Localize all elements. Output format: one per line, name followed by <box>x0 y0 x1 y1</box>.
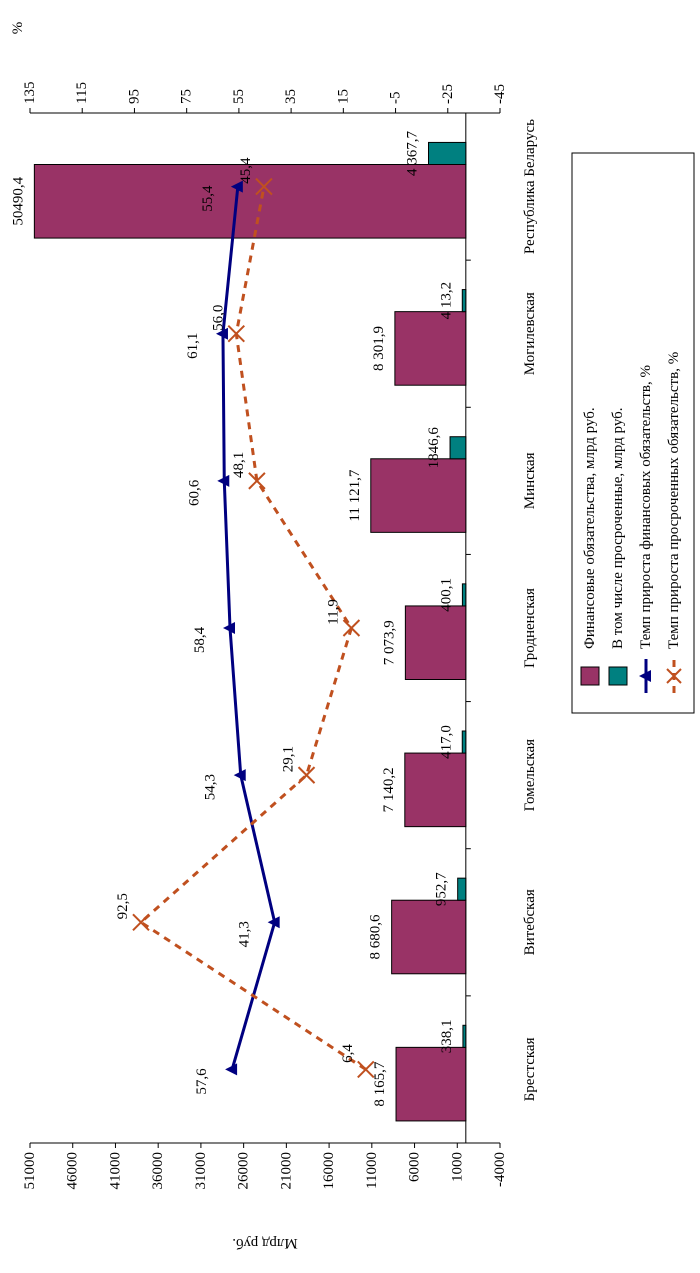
y-tick-label: 6000 <box>407 1152 423 1182</box>
line-value-label: 6,4 <box>340 1044 356 1063</box>
marker <box>255 177 273 196</box>
line-value-label: 55,4 <box>200 185 216 212</box>
line-value-label: 57,6 <box>194 1068 210 1095</box>
bar-value-label: 8 680,6 <box>368 914 384 960</box>
line-value-label: 48,1 <box>231 452 247 478</box>
y2-tick-label: 55 <box>231 89 247 104</box>
bar <box>33 163 467 239</box>
y2-tick-label: 15 <box>335 89 351 104</box>
legend-marker <box>666 668 682 684</box>
y-tick-label: 41000 <box>107 1152 123 1190</box>
line-value-label: 61,1 <box>185 333 201 359</box>
marker <box>248 472 266 490</box>
bar <box>370 458 467 533</box>
marker <box>227 325 245 343</box>
x-tick-label: Гомельская <box>522 739 538 811</box>
marker <box>357 1060 375 1079</box>
y2-tick-label: -5 <box>388 92 404 105</box>
bar-value-label: 8 165,7 <box>372 1061 388 1107</box>
y2-tick-label: 135 <box>22 82 38 105</box>
bar <box>404 752 467 828</box>
line-value-label: 92,5 <box>115 893 131 919</box>
bar <box>457 877 467 901</box>
x-tick-label: Республика Беларусь <box>522 119 538 254</box>
marker <box>215 327 228 340</box>
y-tick-label: 46000 <box>65 1152 81 1190</box>
marker <box>132 913 150 931</box>
bar-value-label: 7 073,9 <box>381 620 397 665</box>
line-value-label: 11,9 <box>325 599 341 625</box>
bar <box>391 899 467 975</box>
bar-value-label: 50490,4 <box>10 176 26 225</box>
legend-label: Темп прироста финансовых обязательств, % <box>638 365 654 649</box>
legend-label: Финансовые обязательства, млрд руб. <box>582 407 598 649</box>
legend-box <box>571 152 695 714</box>
bar-value-label: 11 121,7 <box>347 469 363 521</box>
y-tick-label: 11000 <box>364 1152 380 1189</box>
y-tick-label: 21000 <box>278 1152 294 1190</box>
y2-tick-label: 75 <box>179 89 195 104</box>
bar <box>462 1024 467 1048</box>
y-tick-label: 36000 <box>150 1152 166 1190</box>
line-value-label: 54,3 <box>203 774 219 800</box>
y-tick-label: 26000 <box>236 1152 252 1190</box>
marker <box>342 619 361 637</box>
line-value-label: 29,1 <box>281 746 297 772</box>
bar <box>427 141 467 165</box>
marker <box>217 474 230 487</box>
x-tick-label: Брестская <box>522 1037 538 1101</box>
marker <box>225 1063 238 1076</box>
legend-marker <box>639 670 651 682</box>
legend-label: В том числе просроченные, млрд руб. <box>610 407 626 649</box>
x-tick-label: Гродненская <box>522 588 538 668</box>
marker <box>230 180 243 193</box>
x-tick-label: Витебская <box>522 889 538 955</box>
line-value-label: 60,6 <box>186 479 202 506</box>
y-tick-label: 51000 <box>22 1152 38 1190</box>
legend-swatch <box>580 666 600 686</box>
y2-tick-label: 95 <box>126 89 142 104</box>
bar <box>461 730 467 754</box>
bar <box>395 1046 467 1122</box>
y2-tick-label: -25 <box>440 84 456 104</box>
marker <box>267 916 280 929</box>
bar-value-label: 400,1 <box>438 578 454 612</box>
y2-tick-label: 35 <box>283 89 299 104</box>
line-value-label: 41,3 <box>237 921 253 947</box>
line <box>138 186 367 1071</box>
bar-value-label: 952,7 <box>434 872 450 906</box>
y2-tick-label: -45 <box>492 84 508 104</box>
line-value-label: 56,0 <box>210 305 226 331</box>
legend-swatch <box>608 666 628 686</box>
bar-value-label: 4 367,7 <box>404 130 420 176</box>
bar-value-label: 4 13,2 <box>438 282 454 320</box>
bar-value-label: 417,0 <box>438 725 454 759</box>
bar-value-label: 1846,6 <box>426 427 442 469</box>
x-tick-label: Минская <box>522 452 538 509</box>
y-tick-label: -4000 <box>492 1152 508 1187</box>
legend-label: Темп прироста просроченных обязательств,… <box>666 352 682 649</box>
y-tick-label: 31000 <box>193 1152 209 1190</box>
marker <box>297 766 316 784</box>
y-tick-label: 16000 <box>321 1152 337 1190</box>
marker <box>223 622 236 634</box>
bar <box>461 583 467 607</box>
bar <box>394 311 467 386</box>
bar <box>404 605 467 680</box>
bar <box>449 436 467 460</box>
bar <box>461 289 467 313</box>
line-value-label: 58,4 <box>192 626 208 653</box>
marker <box>233 769 246 782</box>
y2-axis-title: % <box>10 22 26 35</box>
bar-value-label: 8 301,9 <box>371 326 387 371</box>
bar-value-label: 7 140,2 <box>381 767 397 812</box>
rotated-chart: Млрд руб. % -4000 1000 6000 11000 16000 21000… <box>10 22 695 1251</box>
y-axis-title: Млрд руб. <box>232 1235 298 1251</box>
y2-tick-label: 115 <box>74 82 90 104</box>
x-tick-label: Могилевская <box>522 292 538 375</box>
bar-value-label: 338,1 <box>439 1019 455 1053</box>
line-value-label: 45,4 <box>238 157 254 184</box>
y-tick-label: 1000 <box>449 1152 465 1182</box>
